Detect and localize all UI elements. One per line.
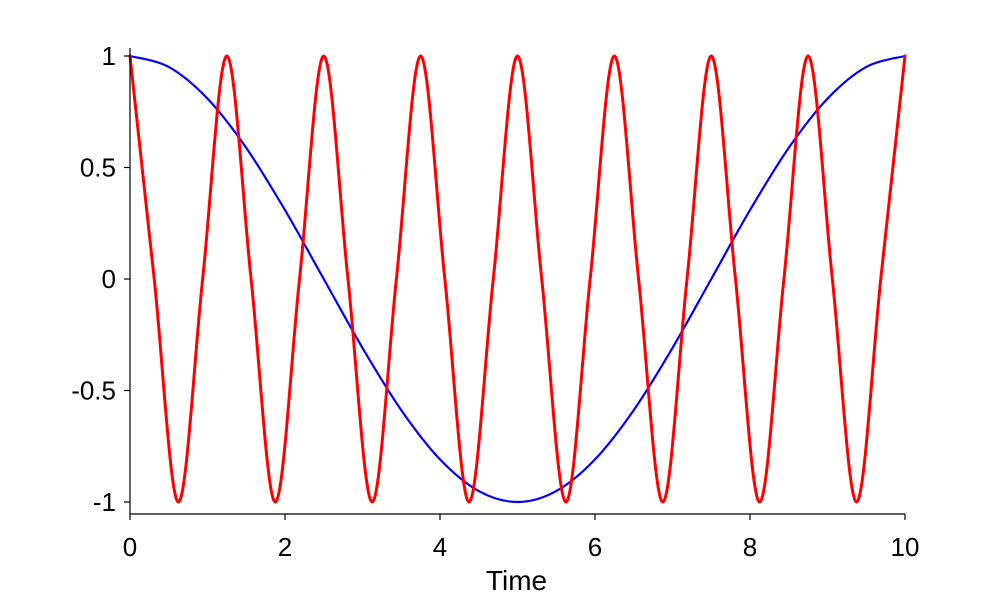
x-tick-label: 6 (588, 532, 602, 562)
y-tick-label: -1 (93, 487, 116, 517)
x-tick-label: 2 (278, 532, 292, 562)
series-line-2 (128, 54, 907, 504)
plot-lines (128, 54, 907, 504)
x-axis-ticks: 0 2 4 6 8 10 (123, 514, 920, 562)
x-tick-label: 10 (891, 532, 920, 562)
y-axis-ticks: -1 -0.5 0 0.5 1 (71, 41, 130, 517)
y-tick-label: -0.5 (71, 376, 116, 406)
y-tick-label: 0 (102, 264, 116, 294)
x-tick-label: 8 (743, 532, 757, 562)
y-tick-label: 0.5 (80, 153, 116, 183)
x-tick-label: 4 (433, 532, 447, 562)
x-axis-title: Time (486, 565, 547, 596)
x-tick-label: 0 (123, 532, 137, 562)
series-line-1 (128, 54, 907, 504)
y-tick-label: 1 (102, 41, 116, 71)
